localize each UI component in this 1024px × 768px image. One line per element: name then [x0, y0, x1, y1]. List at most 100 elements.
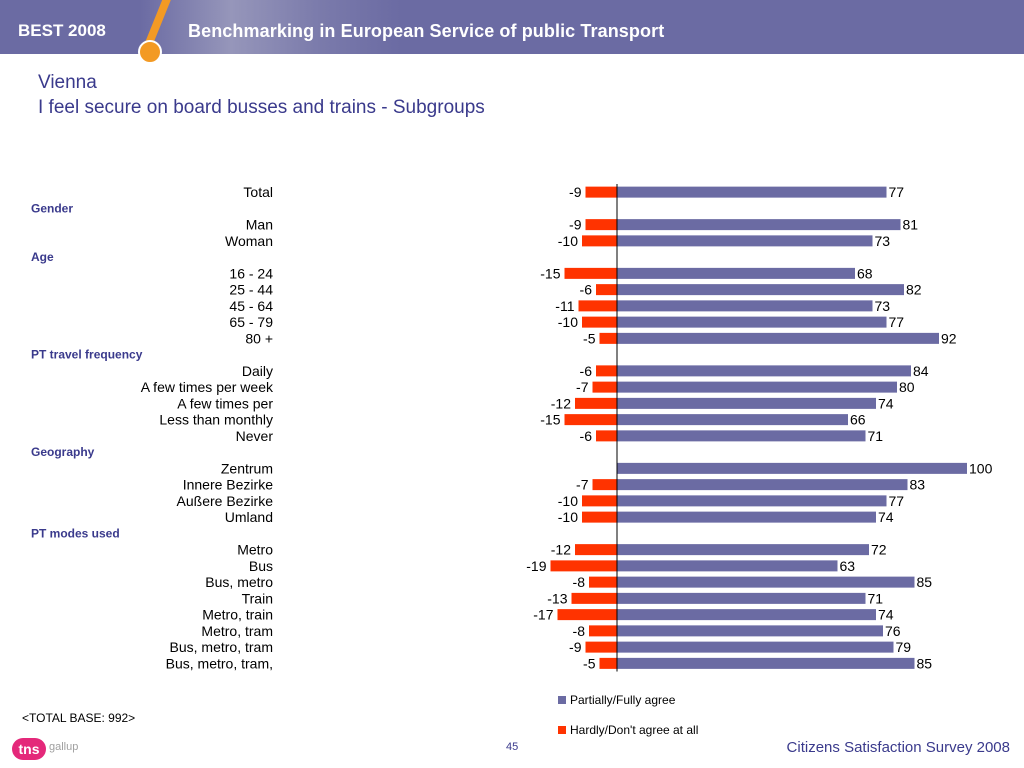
category-label-au-ere-bezirke-19: Außere Bezirke — [177, 493, 274, 509]
disagree-bar-a-few-times-per-week-12 — [592, 381, 617, 393]
disagree-value-label-metro-22: -12 — [551, 542, 571, 558]
agree-value-label-metro-22: 72 — [871, 542, 887, 558]
category-label-80-9: 80 + — [245, 330, 273, 346]
agree-value-label-metro-train-26: 74 — [878, 607, 894, 623]
disagree-value-label-woman-3: -10 — [558, 233, 578, 249]
agree-bar-metro-train-26 — [617, 609, 876, 621]
disagree-value-label-never-15: -6 — [580, 428, 593, 444]
disagree-bar-metro-22 — [575, 544, 617, 556]
agree-value-label-80-9: 92 — [941, 330, 957, 346]
disagree-bar-bus-metro-tram-29 — [599, 657, 617, 669]
category-label-zentrum-17: Zentrum — [221, 460, 273, 476]
agree-value-label-16-24-5: 68 — [857, 265, 873, 281]
page-number: 45 — [506, 741, 519, 753]
disagree-bar-25-44-6 — [596, 284, 617, 296]
disagree-value-label-umland-20: -10 — [558, 509, 578, 525]
agree-value-label-less-than-monthly-14: 66 — [850, 412, 866, 428]
disagree-bar-woman-3 — [582, 235, 617, 247]
disagree-bar-man-2 — [585, 219, 617, 231]
header-photo — [140, 0, 400, 54]
category-label-umland-20: Umland — [225, 509, 273, 525]
disagree-bar-16-24-5 — [564, 267, 617, 279]
category-label-metro-tram-27: Metro, tram — [201, 623, 273, 639]
header-brand: BEST 2008 — [18, 21, 106, 40]
agree-value-label-man-2: 81 — [903, 217, 919, 233]
tns-logo: tns — [12, 738, 46, 760]
survey-name: Citizens Satisfaction Survey 2008 — [786, 739, 1010, 756]
category-label-less-than-monthly-14: Less than monthly — [159, 412, 273, 428]
agree-bar-umland-20 — [617, 511, 876, 523]
header-orange-dot — [138, 40, 162, 64]
category-label-innere-bezirke-18: Innere Bezirke — [183, 477, 273, 493]
disagree-bar-au-ere-bezirke-19 — [582, 495, 617, 507]
disagree-value-label-45-64-7: -11 — [555, 298, 574, 314]
agree-value-label-metro-tram-27: 76 — [885, 623, 901, 639]
category-label-metro-22: Metro — [237, 542, 273, 558]
gallup-logo-text: gallup — [49, 741, 79, 753]
agree-value-label-total-0: 77 — [889, 184, 905, 200]
disagree-bar-umland-20 — [582, 511, 617, 523]
category-label-a-few-times-per-week-12: A few times per week — [141, 379, 274, 395]
category-label-man-2: Man — [246, 217, 273, 233]
disagree-value-label-25-44-6: -6 — [580, 282, 593, 298]
disagree-bar-less-than-monthly-14 — [564, 414, 617, 426]
agree-bar-metro-tram-27 — [617, 625, 883, 637]
category-label-bus-metro-tram-28: Bus, metro, tram — [170, 639, 273, 655]
agree-bar-bus-metro-24 — [617, 576, 915, 588]
disagree-bar-bus-23 — [550, 560, 617, 572]
disagree-bar-80-9 — [599, 332, 617, 344]
total-base-note: <TOTAL BASE: 992> — [22, 711, 136, 725]
disagree-value-label-total-0: -9 — [569, 184, 582, 200]
disagree-value-label-65-79-8: -10 — [558, 314, 578, 330]
agree-value-label-umland-20: 74 — [878, 509, 894, 525]
agree-value-label-45-64-7: 73 — [875, 298, 891, 314]
agree-bar-metro-22 — [617, 544, 869, 556]
disagree-bar-bus-metro-24 — [589, 576, 617, 588]
agree-value-label-a-few-times-per-week-12: 80 — [899, 379, 915, 395]
disagree-value-label-man-2: -9 — [569, 217, 582, 233]
disagree-value-label-less-than-monthly-14: -15 — [540, 412, 560, 428]
disagree-value-label-16-24-5: -15 — [540, 265, 560, 281]
disagree-value-label-bus-metro-tram-28: -9 — [569, 639, 582, 655]
agree-bar-man-2 — [617, 219, 901, 231]
agree-value-label-65-79-8: 77 — [889, 314, 905, 330]
agree-value-label-bus-metro-tram-29: 85 — [917, 655, 933, 671]
agree-bar-45-64-7 — [617, 300, 873, 312]
disagree-bar-never-15 — [596, 430, 617, 442]
agree-value-label-25-44-6: 82 — [906, 282, 922, 298]
category-label-65-79-8: 65 - 79 — [229, 314, 273, 330]
group-label-gender: Gender — [31, 201, 73, 215]
category-label-bus-metro-24: Bus, metro — [205, 574, 273, 590]
category-label-bus-metro-tram-29: Bus, metro, tram, — [166, 655, 273, 671]
disagree-bar-65-79-8 — [582, 316, 617, 328]
disagree-value-label-innere-bezirke-18: -7 — [576, 477, 589, 493]
category-label-bus-23: Bus — [249, 558, 273, 574]
disagree-bar-daily-11 — [596, 365, 617, 377]
agree-value-label-au-ere-bezirke-19: 77 — [889, 493, 905, 509]
group-label-age: Age — [31, 250, 54, 264]
disagree-bar-a-few-times-per-13 — [575, 397, 617, 409]
legend-swatch-hardly-don-t-agree-at-all — [558, 726, 566, 734]
agree-value-label-bus-23: 63 — [840, 558, 856, 574]
page-subtitle: I feel secure on board busses and trains… — [38, 97, 485, 118]
page-title: Vienna — [38, 72, 97, 93]
disagree-bar-metro-train-26 — [557, 609, 617, 621]
agree-bar-bus-metro-tram-28 — [617, 641, 894, 653]
disagree-value-label-a-few-times-per-week-12: -7 — [576, 379, 589, 395]
agree-bar-never-15 — [617, 430, 866, 442]
legend-label-hardly-don-t-agree-at-all: Hardly/Don't agree at all — [570, 723, 698, 737]
legend-swatch-partially-fully-agree — [558, 696, 566, 704]
agree-bar-a-few-times-per-week-12 — [617, 381, 897, 393]
agree-value-label-bus-metro-tram-28: 79 — [896, 639, 912, 655]
agree-bar-bus-metro-tram-29 — [617, 657, 915, 669]
agree-bar-total-0 — [617, 186, 887, 198]
category-label-train-25: Train — [242, 590, 273, 606]
disagree-value-label-bus-23: -19 — [526, 558, 546, 574]
agree-bar-a-few-times-per-13 — [617, 397, 876, 409]
agree-value-label-bus-metro-24: 85 — [917, 574, 933, 590]
agree-value-label-woman-3: 73 — [875, 233, 891, 249]
agree-bar-woman-3 — [617, 235, 873, 247]
agree-bar-80-9 — [617, 332, 939, 344]
agree-bar-bus-23 — [617, 560, 838, 572]
category-label-woman-3: Woman — [225, 233, 273, 249]
